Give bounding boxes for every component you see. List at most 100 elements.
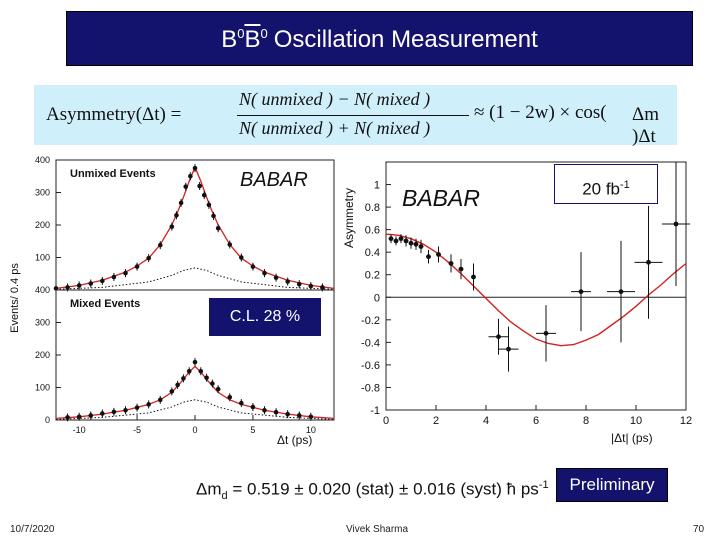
left-y-axis-label: Events/ 0.4 ps xyxy=(9,263,21,333)
y-tick-label: 100 xyxy=(35,253,50,263)
data-point xyxy=(458,266,464,272)
data-point xyxy=(296,413,302,418)
data-point xyxy=(273,275,279,280)
x-tick-label: 0 xyxy=(383,415,389,427)
x-tick-label: 0 xyxy=(192,425,197,435)
data-point xyxy=(157,397,163,403)
right-x-axis-label: |Δt| (ps) xyxy=(611,431,653,445)
data-point xyxy=(618,289,624,295)
data-point xyxy=(426,254,431,260)
delta-m-result: Δmd = 0.519 ± 0.020 (stat) ± 0.016 (syst… xyxy=(196,479,549,503)
data-point xyxy=(262,270,267,276)
y-tick-label: 0.6 xyxy=(365,225,380,237)
background-curve xyxy=(55,267,335,290)
data-point xyxy=(111,274,117,280)
data-point xyxy=(88,413,94,418)
footer-author: Vivek Sharma xyxy=(346,524,409,535)
x-tick-label: 10 xyxy=(306,425,316,435)
data-point xyxy=(543,330,549,336)
data-point xyxy=(215,386,221,392)
y-tick-label: -0.2 xyxy=(361,315,380,327)
data-point xyxy=(183,184,189,189)
footer-date: 10/7/2020 xyxy=(10,524,55,535)
data-point xyxy=(100,278,105,284)
x-tick-label: 5 xyxy=(250,425,255,435)
data-point xyxy=(76,283,82,288)
footer-page-number: 70 xyxy=(693,524,705,535)
data-point xyxy=(308,283,314,289)
formula-lhs: Asymmetry(Δt) = xyxy=(46,104,182,125)
data-point xyxy=(393,238,399,244)
data-point xyxy=(181,376,186,381)
data-point xyxy=(646,259,651,265)
y-tick-label: -0.6 xyxy=(361,360,380,372)
data-point xyxy=(413,241,419,247)
background-curve xyxy=(55,399,335,420)
data-point xyxy=(506,346,511,352)
x-tick-label: 4 xyxy=(483,415,489,427)
data-point xyxy=(174,212,179,218)
x-tick-label: 10 xyxy=(630,415,642,427)
data-point xyxy=(215,225,221,231)
y-tick-label: -1 xyxy=(370,405,380,417)
data-point xyxy=(65,285,70,290)
data-point xyxy=(206,202,212,208)
fraction-bar xyxy=(237,115,469,116)
data-point xyxy=(210,381,215,386)
y-tick-label: 400 xyxy=(35,155,50,165)
data-point xyxy=(250,264,256,269)
right-y-axis-label: Asymmetry xyxy=(342,188,356,248)
data-point xyxy=(111,409,117,415)
luminosity-label: 20 fb-1 xyxy=(554,164,658,204)
data-point xyxy=(398,236,404,242)
title-banner: B0B0 Oscillation Measurement xyxy=(66,11,693,66)
data-point xyxy=(250,404,256,410)
y-tick-label: 400 xyxy=(35,285,50,295)
data-point xyxy=(578,289,584,295)
data-point xyxy=(296,281,302,287)
data-point xyxy=(285,411,290,417)
data-point xyxy=(227,242,233,247)
x-tick-label: 2 xyxy=(433,415,439,427)
data-point xyxy=(262,407,267,413)
asymmetry-formula-box: Asymmetry(Δt) = N( unmixed ) − N( mixed … xyxy=(34,85,677,147)
data-point xyxy=(496,334,501,340)
data-point xyxy=(175,382,180,388)
data-point xyxy=(436,252,441,257)
panel-label: Mixed Events xyxy=(70,298,140,310)
delta-t-distribution-chart: Events/ 0.4 ps BABAR100200300400Unmixed … xyxy=(9,155,335,447)
y-tick-label: 0 xyxy=(45,415,50,425)
data-point xyxy=(201,192,207,198)
data-point xyxy=(227,394,233,400)
data-point xyxy=(471,274,476,280)
data-point xyxy=(211,213,216,219)
data-point xyxy=(146,255,151,261)
y-tick-label: 1 xyxy=(374,180,380,192)
left-x-axis-label: Δt (ps) xyxy=(277,433,312,447)
y-tick-label: 0.4 xyxy=(365,247,380,259)
fit-curve xyxy=(55,365,335,420)
panel-label: Unmixed Events xyxy=(70,168,156,180)
data-point xyxy=(169,224,175,229)
data-point xyxy=(388,236,394,242)
data-point xyxy=(403,238,409,244)
data-point xyxy=(186,368,192,374)
formula-denominator: N( unmixed ) + N( mixed ) xyxy=(239,118,431,138)
data-point xyxy=(65,415,70,420)
babar-logo-left: BABAR xyxy=(240,169,308,191)
data-point xyxy=(134,405,140,410)
data-point xyxy=(134,264,140,269)
formula-rhs: ≈ (1 − 2w) × cos( xyxy=(474,102,607,123)
data-point xyxy=(204,375,209,381)
y-tick-label: 0.2 xyxy=(365,270,380,282)
data-point xyxy=(448,261,454,266)
asymmetry-chart: Asymmetry -1 -0.8 -0.6 -0.4 -0.2 0 0.2 0.4 0.6 0.… xyxy=(342,161,692,445)
data-point xyxy=(169,389,175,394)
y-tick-label: 200 xyxy=(35,220,50,230)
data-point xyxy=(197,183,202,189)
y-tick-label: 100 xyxy=(35,383,50,393)
data-point xyxy=(178,200,184,206)
data-point xyxy=(239,255,244,260)
data-point xyxy=(192,165,198,171)
data-point xyxy=(673,221,679,227)
